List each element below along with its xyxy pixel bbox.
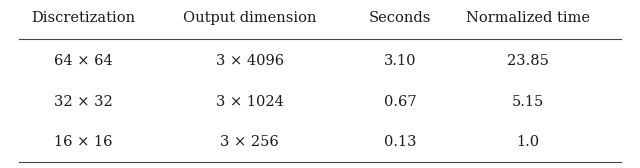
Text: 16 × 16: 16 × 16	[54, 135, 113, 149]
Text: 3 × 4096: 3 × 4096	[216, 54, 284, 68]
Text: 0.67: 0.67	[384, 95, 416, 109]
Text: 0.13: 0.13	[384, 135, 416, 149]
Text: Normalized time: Normalized time	[466, 11, 590, 25]
Text: 3 × 1024: 3 × 1024	[216, 95, 284, 109]
Text: Discretization: Discretization	[31, 11, 135, 25]
Text: Output dimension: Output dimension	[183, 11, 316, 25]
Text: 3 × 256: 3 × 256	[220, 135, 279, 149]
Text: 32 × 32: 32 × 32	[54, 95, 113, 109]
Text: 1.0: 1.0	[516, 135, 540, 149]
Text: 64 × 64: 64 × 64	[54, 54, 113, 68]
Text: 3.10: 3.10	[384, 54, 416, 68]
Text: 23.85: 23.85	[507, 54, 549, 68]
Text: Seconds: Seconds	[369, 11, 431, 25]
Text: 5.15: 5.15	[512, 95, 544, 109]
